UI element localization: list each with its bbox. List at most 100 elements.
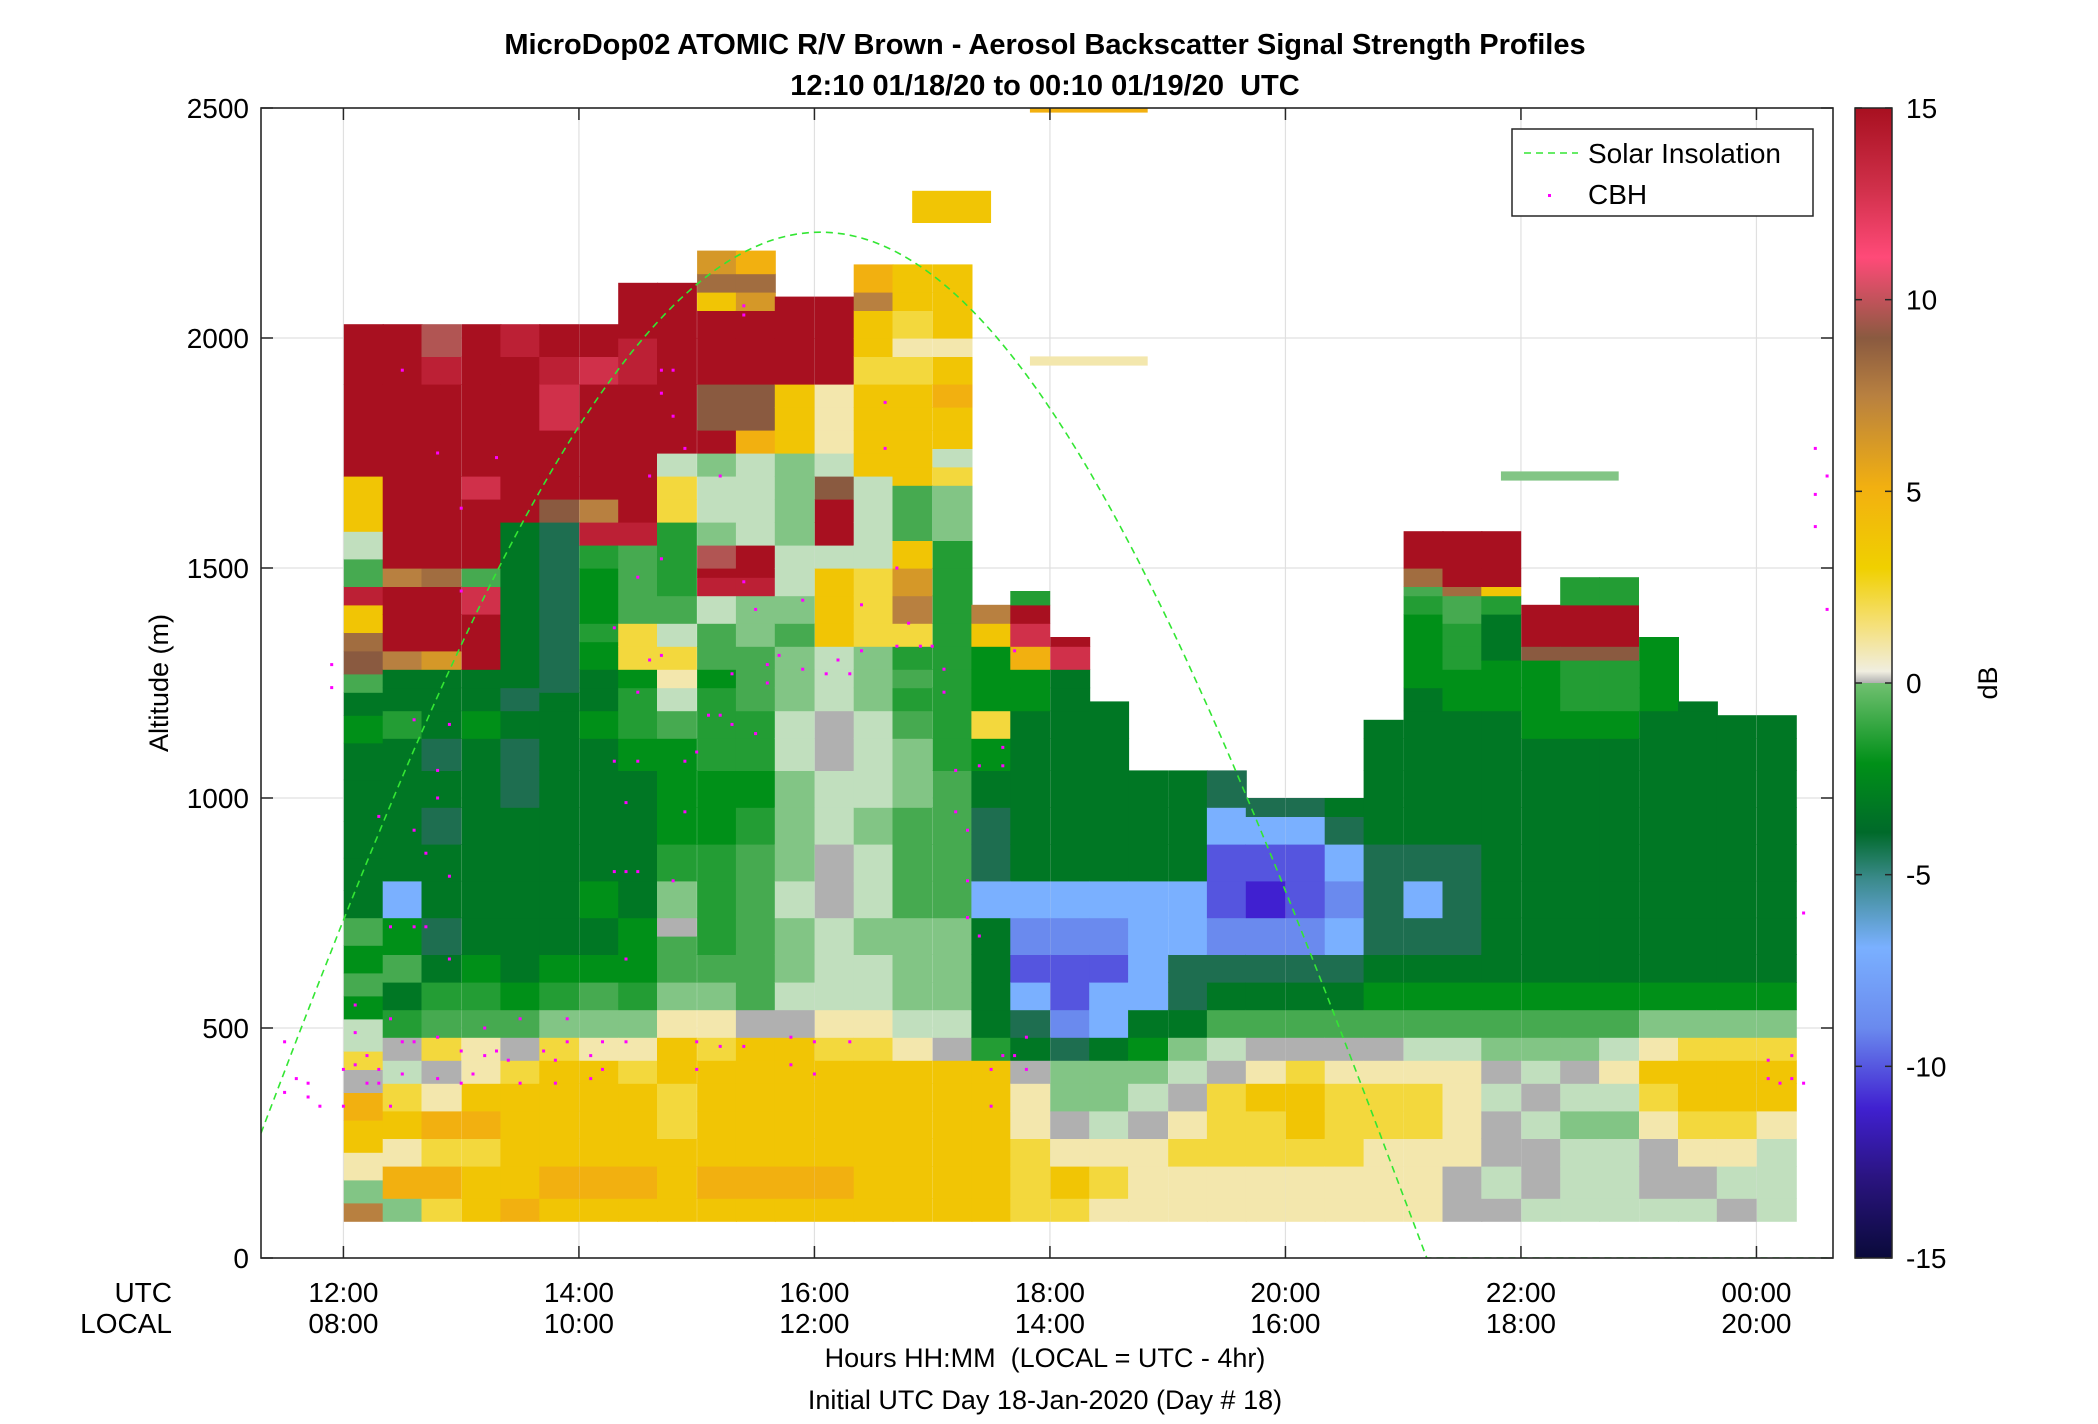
- heatmap-cell: [1678, 1138, 1718, 1167]
- heatmap-cell: [382, 1009, 423, 1038]
- heatmap-cell: [774, 296, 815, 339]
- heatmap-cell: [539, 1009, 580, 1038]
- cbh-point: [601, 1067, 604, 1071]
- cbh-point: [612, 759, 616, 763]
- chart-subtitle: 12:10 01/18/20 to 00:10 01/19/20 UTC: [790, 70, 1299, 102]
- heatmap-cell: [971, 1110, 1012, 1139]
- heatmap-cell: [1089, 701, 1130, 739]
- heatmap-cell: [539, 738, 580, 771]
- heatmap-cell: [971, 1009, 1012, 1038]
- heatmap-cell: [1639, 1166, 1679, 1199]
- heatmap-cell: [697, 595, 737, 624]
- heatmap-cell: [579, 954, 620, 983]
- cbh-point: [695, 750, 699, 754]
- heatmap-cell: [1010, 1198, 1051, 1222]
- heatmap-cell: [1521, 687, 1562, 712]
- heatmap-cell: [461, 687, 502, 712]
- heatmap-cell: [892, 310, 933, 339]
- heatmap-cell: [421, 738, 462, 771]
- heatmap-cell: [932, 1138, 973, 1167]
- heatmap-cell: [579, 1009, 620, 1038]
- heatmap-cell: [657, 1138, 697, 1167]
- heatmap-cell: [1089, 982, 1130, 1011]
- heatmap-cell: [579, 917, 620, 955]
- heatmap-cell: [735, 982, 776, 1011]
- heatmap-cell: [1639, 637, 1679, 661]
- heatmap-cell: [579, 641, 620, 670]
- heatmap-cell: [1678, 1110, 1718, 1139]
- heatmap-cell: [1639, 1037, 1679, 1061]
- heatmap-cell: [735, 738, 776, 771]
- heatmap-cell: [1403, 807, 1444, 845]
- heatmap-cell: [1363, 954, 1404, 983]
- heatmap-cell: [735, 577, 776, 597]
- heatmap-cell: [1678, 1037, 1718, 1061]
- heatmap-cell: [1403, 1083, 1444, 1112]
- heatmap-cell: [932, 770, 973, 808]
- heatmap-cell: [1481, 917, 1522, 955]
- cbh-point: [636, 690, 640, 694]
- heatmap-cell: [1285, 1138, 1326, 1167]
- heatmap-cell: [1363, 880, 1404, 919]
- heatmap-cell: [697, 844, 737, 882]
- y-tick-label: 2500: [187, 93, 249, 124]
- heatmap-cell: [657, 338, 697, 385]
- heatmap-cell: [343, 1120, 384, 1153]
- heatmap-cell: [618, 282, 659, 339]
- heatmap-cell: [892, 669, 933, 689]
- heatmap-cell: [1481, 660, 1522, 689]
- heatmap-cell: [343, 586, 384, 606]
- heatmap-cell: [1716, 844, 1757, 882]
- heatmap-cell: [1599, 660, 1639, 689]
- heatmap-cell: [579, 669, 620, 689]
- heatmap-cell: [814, 738, 855, 771]
- heatmap-cell: [1639, 880, 1679, 919]
- heatmap-cell: [697, 1060, 737, 1084]
- heatmap-cell: [1639, 1060, 1679, 1084]
- heatmap-cell: [892, 540, 933, 569]
- heatmap-cell: [1481, 880, 1522, 919]
- heatmap-cell: [814, 1110, 855, 1139]
- cbh-point: [883, 446, 887, 450]
- heatmap-cell: [971, 687, 1012, 712]
- cbh-point: [377, 1081, 381, 1085]
- heatmap-cell: [1089, 807, 1130, 845]
- heatmap-cell: [657, 844, 697, 882]
- heatmap-cell: [1560, 660, 1601, 689]
- heatmap-cell: [500, 844, 541, 882]
- heatmap-cell: [1010, 604, 1051, 624]
- overlays: [261, 231, 1833, 1258]
- heatmap-cell: [343, 779, 384, 822]
- heatmap-cell: [657, 384, 697, 454]
- heatmap-cell: [697, 250, 737, 275]
- heatmap-cell: [774, 982, 815, 1011]
- heatmap-cell: [461, 586, 502, 615]
- heatmap-cell: [1285, 1083, 1326, 1112]
- heatmap-cell: [618, 1009, 659, 1038]
- heatmap-cell: [932, 595, 973, 624]
- heatmap-cell: [697, 1083, 737, 1112]
- heatmap-cell: [1560, 1166, 1601, 1199]
- cbh-point: [966, 916, 969, 920]
- heatmap-cell: [1324, 1198, 1365, 1222]
- cbh-point: [730, 722, 734, 726]
- heatmap-cell: [1599, 954, 1639, 983]
- heatmap-cell: [853, 1060, 894, 1084]
- cbh-point: [389, 1017, 392, 1021]
- heatmap-cell: [500, 1110, 541, 1139]
- heatmap-cell: [1010, 687, 1051, 712]
- x-tick-label-utc: 12:00: [308, 1277, 378, 1308]
- heatmap-cell: [1010, 738, 1051, 771]
- heatmap-cell: [814, 669, 855, 689]
- heatmap-cell: [1403, 595, 1444, 615]
- heatmap-cell: [1050, 1009, 1091, 1038]
- heatmap-cell: [1010, 954, 1051, 983]
- heatmap-cell: [382, 738, 423, 771]
- heatmap-cell: [1756, 1138, 1797, 1167]
- heatmap-cell: [735, 568, 776, 578]
- heatmap-cell: [618, 1138, 659, 1167]
- heatmap-cell: [421, 1110, 462, 1139]
- heatmap-cell: [892, 407, 933, 431]
- heatmap-cell: [657, 1083, 697, 1112]
- heatmap-cell: [1363, 1083, 1404, 1112]
